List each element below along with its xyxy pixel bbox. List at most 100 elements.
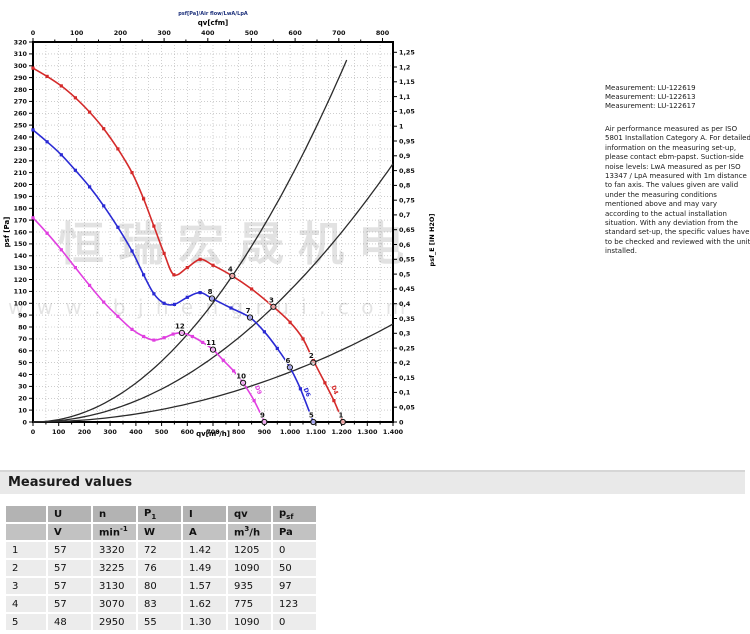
- axis-ticks: [29, 38, 397, 426]
- table-cell: 76: [138, 560, 181, 576]
- grid: [33, 42, 393, 422]
- svg-text:0,7: 0,7: [399, 211, 410, 219]
- svg-text:310: 310: [14, 50, 28, 58]
- table-cell: 3320: [93, 542, 136, 558]
- bottom-axis-label: qv[m³/h]: [196, 430, 230, 438]
- svg-text:0,3: 0,3: [399, 330, 410, 338]
- table-cell: 72: [138, 542, 181, 558]
- table-cell: 97: [273, 578, 316, 594]
- top-axis-label: qv[cfm]: [198, 19, 228, 27]
- svg-text:280: 280: [14, 86, 28, 94]
- svg-text:1.400: 1.400: [383, 428, 404, 436]
- fan-curve-48V: [31, 216, 266, 424]
- svg-text:50: 50: [18, 359, 27, 367]
- svg-text:1: 1: [399, 123, 403, 131]
- svg-text:900: 900: [258, 428, 272, 436]
- measurement-id: Measurement: LU-122613: [605, 93, 696, 101]
- svg-text:700: 700: [206, 428, 220, 436]
- svg-text:1,25: 1,25: [399, 49, 415, 57]
- right-axis-label: psf_E [IN H2O]: [428, 214, 436, 267]
- svg-text:4: 4: [228, 265, 233, 273]
- svg-text:0,85: 0,85: [399, 167, 415, 175]
- measured-values-header-band: Measured values: [0, 470, 745, 494]
- svg-text:10: 10: [18, 406, 27, 414]
- table-cell: m3/h: [228, 524, 271, 540]
- table-cell: 3225: [93, 560, 136, 576]
- table-row: 1 57 3320 72 1.42 1205 0: [6, 542, 316, 558]
- table-cell: 1.42: [183, 542, 226, 558]
- svg-text:500: 500: [155, 428, 169, 436]
- table-cell: 3070: [93, 596, 136, 612]
- svg-text:1,15: 1,15: [399, 78, 415, 86]
- svg-text:270: 270: [14, 98, 28, 106]
- table-cell: 4: [6, 596, 46, 612]
- table-cell: Pa: [273, 524, 316, 540]
- svg-text:120: 120: [14, 276, 28, 284]
- measurement-disclaimer: Air performance measured as per ISO 5801…: [605, 125, 750, 256]
- svg-text:0: 0: [23, 418, 28, 426]
- svg-text:300: 300: [103, 428, 117, 436]
- svg-text:0,9: 0,9: [399, 152, 411, 160]
- svg-text:800: 800: [376, 29, 390, 37]
- svg-text:300: 300: [157, 29, 171, 37]
- table-cell: 57: [48, 578, 91, 594]
- svg-text:1.100: 1.100: [306, 428, 327, 436]
- table-cell: n: [93, 506, 136, 522]
- svg-text:8: 8: [208, 288, 213, 296]
- table-cell: 775: [228, 596, 271, 612]
- table-cell: 5: [6, 614, 46, 630]
- table-cell: 57: [48, 596, 91, 612]
- svg-text:0,6: 0,6: [399, 241, 411, 249]
- table-cell: 3: [6, 578, 46, 594]
- svg-text:0,2: 0,2: [399, 359, 410, 367]
- table-cell: 48: [48, 614, 91, 630]
- table-cell: 2: [6, 560, 46, 576]
- svg-text:100: 100: [70, 29, 84, 37]
- svg-text:290: 290: [14, 74, 28, 82]
- svg-text:9: 9: [260, 412, 265, 420]
- svg-text:0,75: 0,75: [399, 197, 415, 205]
- svg-text:1,05: 1,05: [399, 108, 415, 116]
- svg-text:600: 600: [181, 428, 195, 436]
- svg-text:800: 800: [232, 428, 246, 436]
- svg-text:110: 110: [14, 288, 28, 296]
- svg-text:190: 190: [14, 193, 28, 201]
- svg-text:0,95: 0,95: [399, 137, 415, 145]
- svg-text:0,65: 0,65: [399, 226, 415, 234]
- table-cell: 1.57: [183, 578, 226, 594]
- svg-text:320: 320: [14, 38, 28, 46]
- svg-text:70: 70: [18, 335, 27, 343]
- left-axis-label: psf [Pa]: [3, 217, 11, 248]
- measurement-id: Measurement: LU-122619: [605, 84, 696, 92]
- svg-text:0: 0: [31, 29, 36, 37]
- svg-text:220: 220: [14, 157, 28, 165]
- table-cell: 50: [273, 560, 316, 576]
- table-cell: 0: [273, 614, 316, 630]
- svg-text:7: 7: [246, 307, 251, 315]
- svg-text:12: 12: [175, 322, 185, 330]
- svg-text:5: 5: [309, 412, 314, 420]
- table-cell: 1090: [228, 560, 271, 576]
- svg-text:0: 0: [399, 418, 404, 426]
- svg-text:300: 300: [14, 62, 28, 70]
- svg-text:0: 0: [31, 428, 36, 436]
- curve-end-tags: D4 D6 D9: [253, 385, 340, 399]
- svg-text:200: 200: [78, 428, 92, 436]
- watermark-url: w w w . b j h e n g r u i . c o m: [8, 295, 408, 319]
- svg-text:1.300: 1.300: [357, 428, 378, 436]
- table-cell: 0: [273, 542, 316, 558]
- table-cell: V: [48, 524, 91, 540]
- svg-text:10: 10: [236, 372, 246, 380]
- svg-text:600: 600: [288, 29, 302, 37]
- table-cell: 3130: [93, 578, 136, 594]
- table-cell: [6, 524, 46, 540]
- table-row: 5 48 2950 55 1.30 1090 0: [6, 614, 316, 630]
- table-cell: 1205: [228, 542, 271, 558]
- svg-text:1.200: 1.200: [331, 428, 352, 436]
- plot-frame: [32, 41, 394, 423]
